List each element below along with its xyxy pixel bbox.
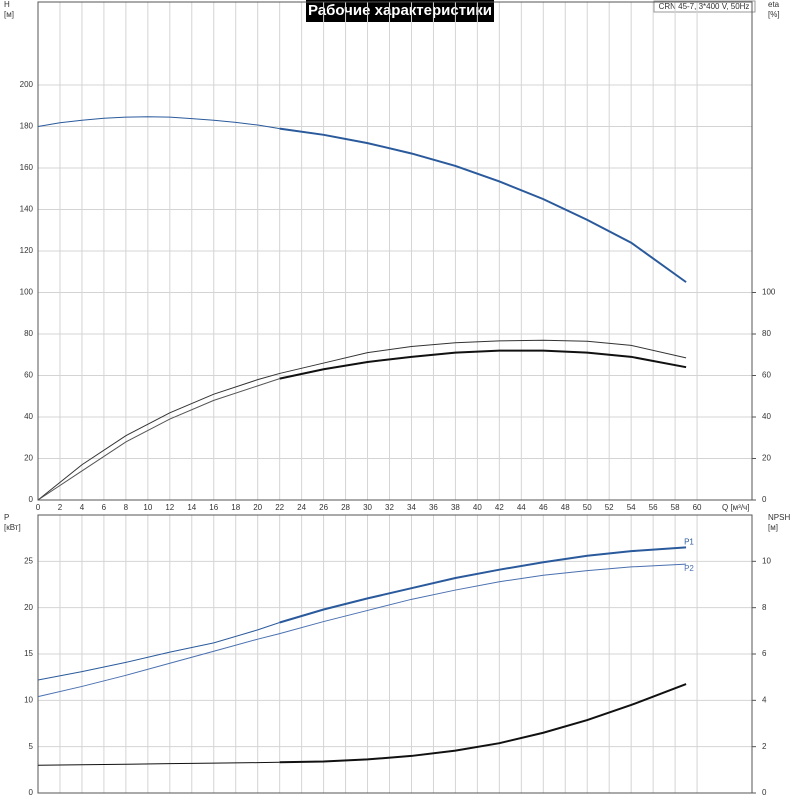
x-tick-label: 4 xyxy=(80,503,85,512)
y2-tick-label: 2 xyxy=(762,742,767,751)
chart-subtitle: CRN 45-7, 3*400 V, 50Hz xyxy=(659,2,750,11)
y-axis-label: P xyxy=(4,513,9,522)
x-tick-label: 34 xyxy=(407,503,416,512)
x-tick-label: 8 xyxy=(124,503,129,512)
y-tick-label: 0 xyxy=(29,495,34,504)
x-tick-label: 50 xyxy=(583,503,592,512)
y-tick-label: 140 xyxy=(20,205,34,214)
x-axis-label: Q [м³/ч] xyxy=(722,503,749,512)
y2-tick-label: 60 xyxy=(762,371,771,380)
plot-frame xyxy=(37,1,753,501)
x-tick-label: 60 xyxy=(693,503,702,512)
x-tick-label: 20 xyxy=(253,503,262,512)
y-tick-label: 10 xyxy=(24,695,33,704)
y2-tick-label: 80 xyxy=(762,329,771,338)
y2-tick-label: 20 xyxy=(762,454,771,463)
x-tick-label: 46 xyxy=(539,503,548,512)
x-tick-label: 26 xyxy=(319,503,328,512)
y2-axis-unit: [м] xyxy=(768,523,778,532)
x-tick-label: 18 xyxy=(231,503,240,512)
x-tick-label: 44 xyxy=(517,503,526,512)
x-tick-label: 56 xyxy=(649,503,658,512)
y-tick-label: 20 xyxy=(24,603,33,612)
x-tick-label: 0 xyxy=(36,503,41,512)
curve xyxy=(37,378,280,501)
curve xyxy=(37,339,687,501)
x-tick-label: 32 xyxy=(385,503,394,512)
y-tick-label: 0 xyxy=(29,788,34,797)
y-axis-unit: [кВт] xyxy=(4,523,21,532)
series-label: P1 xyxy=(684,538,694,547)
x-tick-label: 30 xyxy=(363,503,372,512)
title-box xyxy=(306,0,494,22)
y2-tick-label: 4 xyxy=(762,695,767,704)
y2-tick-label: 10 xyxy=(762,556,771,565)
y2-tick-label: 40 xyxy=(762,412,771,421)
y2-tick-label: 0 xyxy=(762,495,767,504)
x-tick-label: 58 xyxy=(671,503,680,512)
chart-title: Рабочие характеристики xyxy=(308,2,492,19)
x-tick-label: 54 xyxy=(627,503,636,512)
y-axis-unit: [м] xyxy=(4,10,14,19)
x-tick-label: 12 xyxy=(165,503,174,512)
curve xyxy=(279,546,687,624)
x-tick-label: 36 xyxy=(429,503,438,512)
y-tick-label: 160 xyxy=(20,163,34,172)
y-tick-label: 60 xyxy=(24,371,33,380)
subtitle-box xyxy=(653,0,756,13)
x-tick-label: 48 xyxy=(561,503,570,512)
y-tick-label: 120 xyxy=(20,246,34,255)
y-tick-label: 80 xyxy=(24,329,33,338)
y-tick-label: 100 xyxy=(20,288,34,297)
x-tick-label: 52 xyxy=(605,503,614,512)
x-tick-label: 38 xyxy=(451,503,460,512)
x-tick-label: 10 xyxy=(143,503,152,512)
y2-axis-unit: [%] xyxy=(768,10,780,19)
y-tick-label: 15 xyxy=(24,649,33,658)
y-axis-label: H xyxy=(4,0,10,9)
x-tick-label: 24 xyxy=(297,503,306,512)
curve xyxy=(279,127,687,283)
curve xyxy=(37,761,280,766)
y2-axis-label: eta xyxy=(768,0,780,9)
x-tick-label: 6 xyxy=(102,503,107,512)
y2-tick-label: 8 xyxy=(762,603,767,612)
x-tick-label: 22 xyxy=(275,503,284,512)
series-label: P2 xyxy=(684,564,694,573)
x-tick-label: 40 xyxy=(473,503,482,512)
x-tick-label: 16 xyxy=(209,503,218,512)
y-tick-label: 5 xyxy=(29,742,34,751)
x-tick-label: 28 xyxy=(341,503,350,512)
y2-tick-label: 6 xyxy=(762,649,767,658)
y2-axis-label: NPSH xyxy=(768,513,790,522)
y-tick-label: 25 xyxy=(24,556,33,565)
y-tick-label: 20 xyxy=(24,454,33,463)
x-tick-label: 2 xyxy=(58,503,63,512)
plot-frame xyxy=(37,514,753,794)
curve xyxy=(279,349,687,380)
y-tick-label: 200 xyxy=(20,80,34,89)
y-tick-label: 40 xyxy=(24,412,33,421)
y2-tick-label: 100 xyxy=(762,288,776,297)
curve xyxy=(279,683,687,764)
curve xyxy=(37,622,280,681)
x-tick-label: 42 xyxy=(495,503,504,512)
y2-tick-label: 0 xyxy=(762,788,767,797)
x-tick-label: 14 xyxy=(187,503,196,512)
curve xyxy=(37,563,687,698)
curve xyxy=(37,116,280,130)
y-tick-label: 180 xyxy=(20,122,34,131)
